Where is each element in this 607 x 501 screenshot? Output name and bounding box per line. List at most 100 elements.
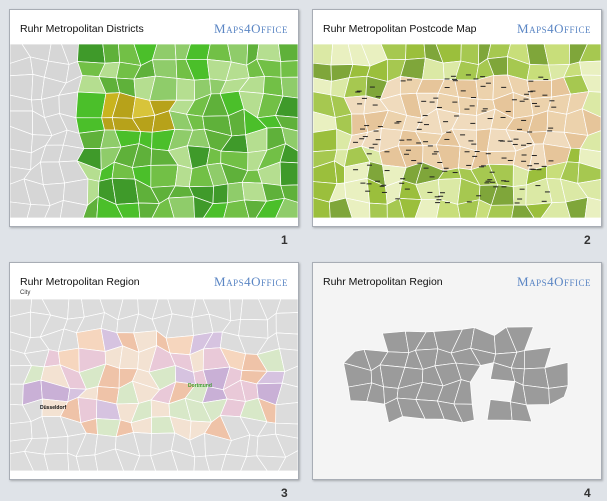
map-region: [281, 126, 298, 152]
postcode-label: [469, 105, 475, 107]
map-region: [205, 453, 227, 471]
map-region: [345, 197, 371, 218]
postcode-label: [490, 181, 496, 183]
postcode-label: [507, 140, 513, 142]
postcode-label: [379, 185, 385, 187]
map-region: [453, 403, 475, 424]
map-region: [405, 44, 426, 61]
postcode-label: [364, 125, 370, 127]
map-region: [10, 421, 33, 442]
postcode-label: [549, 100, 555, 102]
logo: Maps4Office: [517, 21, 591, 36]
postcode-label: [444, 202, 450, 204]
map-region: [43, 452, 70, 471]
map-region: [206, 44, 232, 63]
map-region: [579, 60, 601, 76]
map-region: [524, 346, 552, 370]
map-region: [10, 148, 32, 171]
postcode-label: [407, 79, 413, 81]
postcode-label: [530, 90, 536, 92]
map-region: [78, 129, 106, 149]
postcode-label: [543, 79, 549, 81]
postcode-label: [446, 131, 452, 133]
postcode-label: [359, 138, 365, 140]
postcode-label: [485, 180, 491, 182]
map-region: [511, 204, 535, 218]
map-region: [76, 328, 106, 352]
postcode-label: [372, 104, 378, 106]
map-region: [138, 202, 161, 218]
map-region: [386, 197, 405, 218]
map-region: [279, 143, 298, 164]
postcode-label: [538, 76, 544, 78]
map-region: [256, 455, 287, 471]
map-region: [581, 74, 601, 93]
postcode-label: [523, 98, 529, 100]
map-region: [275, 312, 298, 335]
slide-thumbnail[interactable]: Ruhr Metropolitan Region Maps4Office: [312, 262, 602, 480]
slide-thumbnail[interactable]: Ruhr Metropolitan Postcode Map Maps4Offic…: [312, 9, 602, 227]
postcode-label: [436, 106, 442, 108]
postcode-label: [422, 115, 428, 117]
postcode-label: [541, 200, 547, 202]
map-region: [24, 450, 49, 471]
map-region: [94, 448, 125, 471]
slide-subtitle: City: [20, 290, 31, 296]
postcode-label: [416, 128, 422, 130]
postcode-label: [493, 186, 499, 188]
postcode-label: [423, 167, 429, 169]
postcode-label: [356, 90, 362, 92]
postcode-label: [405, 149, 411, 151]
map-region: [565, 196, 589, 218]
postcode-label: [436, 199, 442, 201]
postcode-label: [526, 143, 532, 145]
postcode-label: [423, 124, 429, 126]
postcode-label: [489, 171, 495, 173]
postcode-label: [547, 130, 553, 132]
map-region: [546, 110, 567, 133]
slide-number: 4: [584, 486, 591, 500]
postcode-label: [460, 134, 466, 136]
slide-thumbnail[interactable]: Ruhr Metropolitan Districts Maps4Office: [9, 9, 299, 227]
map-region: [193, 196, 214, 218]
map-region: [77, 44, 106, 64]
map-region: [10, 451, 34, 471]
map-region: [176, 77, 195, 101]
postcode-label: [377, 126, 383, 128]
map-region: [275, 382, 298, 406]
postcode-label: [384, 170, 390, 172]
map-region: [313, 128, 338, 153]
map-region: [152, 44, 177, 61]
postcode-label: [481, 165, 487, 167]
postcode-label: [487, 118, 493, 120]
postcode-label: [466, 201, 472, 203]
map-region: [584, 196, 601, 218]
map-region: [96, 195, 124, 218]
slide-thumbnail[interactable]: Dortmund Düsseldorf Ruhr Metropolitan Regi…: [9, 262, 299, 480]
map-region: [543, 44, 570, 66]
postcode-label: [395, 198, 401, 200]
postcode-label: [524, 93, 530, 95]
map-region: [487, 204, 515, 218]
postcode-label: [501, 180, 507, 182]
postcode-label: [384, 151, 390, 153]
postcode-label: [434, 196, 440, 198]
map-region: [275, 402, 298, 425]
map-region: [579, 130, 601, 153]
postcode-label: [531, 155, 537, 157]
map-region: [10, 383, 24, 406]
postcode-label: [427, 191, 433, 193]
map-region: [275, 95, 298, 118]
map-region: [67, 452, 81, 471]
postcode-label: [501, 186, 507, 188]
map-region: [581, 108, 601, 136]
logo: Maps4Office: [214, 274, 288, 289]
postcode-label: [433, 151, 439, 153]
city-label: Dortmund: [188, 383, 212, 389]
postcode-label: [517, 128, 523, 130]
postcode-label: [427, 145, 433, 147]
postcode-label: [404, 153, 410, 155]
postcode-label: [471, 143, 477, 145]
postcode-label: [482, 108, 488, 110]
